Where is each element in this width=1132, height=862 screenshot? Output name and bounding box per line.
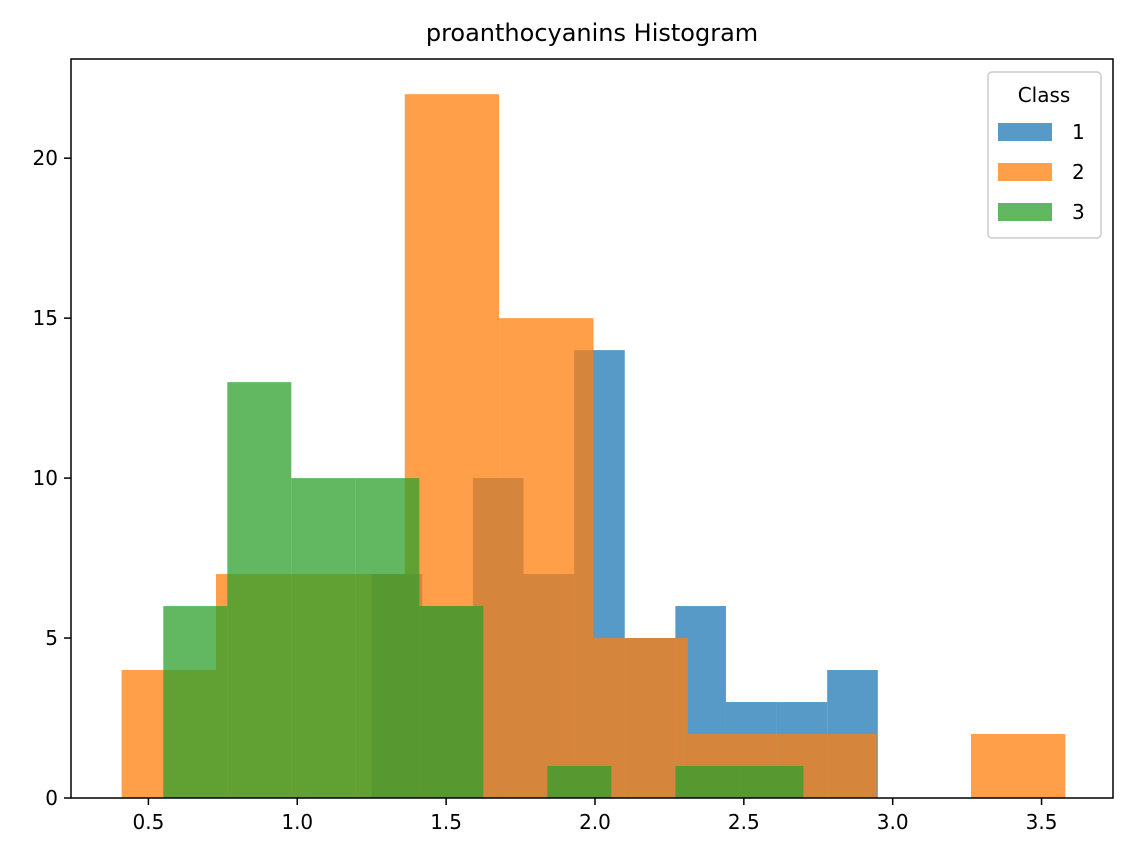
histogram-bar-class-3-bin-1 [163,606,228,798]
chart-title: proanthocyanins Histogram [426,19,758,47]
histogram-bar-class-3-bin-4 [355,478,420,798]
y-axis: 0 5 10 15 20 [33,146,71,810]
x-tick-label: 2.5 [728,810,760,834]
histogram-bar-class-3-bin-10 [739,766,804,798]
y-tick-label: 20 [33,146,58,170]
axes-frame [70,58,1114,799]
legend-label: 3 [1072,200,1085,224]
legend: Class 1 2 3 [987,71,1102,239]
legend-label: 2 [1072,160,1085,184]
y-tick-label: 5 [45,626,58,650]
y-tick-label: 10 [33,466,58,490]
legend-entry-class-3: 3 [998,200,1085,224]
x-tick-label: 1.0 [281,810,313,834]
histogram-bar-class-3-bin-7 [547,766,612,798]
legend-entries: 1 2 3 [998,120,1085,224]
x-tick-label: 3.0 [877,810,909,834]
histogram-bar-class-2-bin-5 [499,318,594,798]
legend-swatch [998,123,1052,141]
histogram-bar-class-3-bin-5 [419,606,484,798]
histogram-bar-class-3-bin-2 [227,382,292,798]
x-tick-label: 0.5 [132,810,164,834]
y-tick-label: 0 [45,786,58,810]
legend-title: Class [1018,83,1071,107]
histogram-bar-class-2-bin-10 [970,734,1066,798]
y-tick-label: 15 [33,306,58,330]
histogram-bar-class-3-bin-9 [675,766,740,798]
x-tick-label: 1.5 [430,810,462,834]
legend-label: 1 [1072,120,1085,144]
legend-frame [987,71,1102,239]
x-axis: 0.5 1.0 1.5 2.0 2.5 3.0 3.5 [132,798,1057,834]
bars-group [121,94,1066,798]
legend-swatch [998,163,1052,181]
series-3-bars [163,382,804,798]
x-tick-label: 2.0 [579,810,611,834]
x-tick-label: 3.5 [1026,810,1058,834]
histogram-bar-class-3-bin-3 [291,478,356,798]
legend-entry-class-2: 2 [998,160,1085,184]
legend-entry-class-1: 1 [998,120,1085,144]
legend-swatch [998,203,1052,221]
plot-area: 0.5 1.0 1.5 2.0 2.5 3.0 3.5 0 5 10 15 20 [33,58,1114,834]
